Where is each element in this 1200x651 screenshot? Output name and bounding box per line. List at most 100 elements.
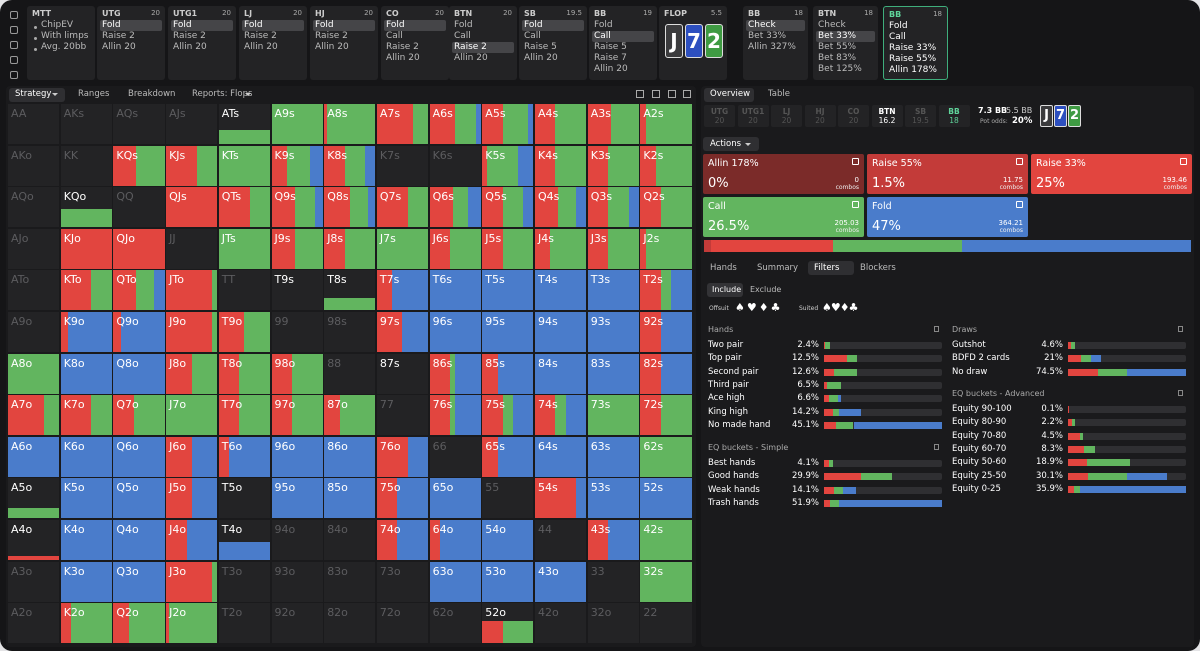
hand-cell[interactable]: K8s xyxy=(324,145,376,186)
hand-cell[interactable]: 74o xyxy=(376,520,429,561)
action-option[interactable]: Raise 7 xyxy=(594,53,627,63)
hand-cell[interactable]: K5o xyxy=(60,478,112,519)
hand-cell[interactable]: 32s xyxy=(640,561,692,602)
hand-cell[interactable]: 62s xyxy=(640,436,692,477)
hand-cell[interactable]: 76s xyxy=(429,395,481,436)
hand-cell[interactable]: 43o xyxy=(535,561,587,602)
action-option[interactable]: Bet 33% xyxy=(818,31,857,41)
hand-cell[interactable]: T9o xyxy=(218,312,270,353)
hand-cell[interactable]: J8o xyxy=(166,353,218,394)
action-option[interactable]: Raise 2 xyxy=(386,42,419,52)
hand-cell[interactable]: J6o xyxy=(166,436,218,477)
hand-cell[interactable]: T4o xyxy=(218,520,270,561)
action-option[interactable]: Fold xyxy=(244,20,263,30)
left-tab[interactable]: Reports: Flops xyxy=(192,89,253,99)
hand-cell[interactable]: 42s xyxy=(640,520,692,561)
hand-cell[interactable]: K7s xyxy=(376,145,429,186)
hand-cell[interactable]: J5o xyxy=(166,478,218,519)
node-column[interactable]: LJ 20 Fold Raise 2 Allin 20 xyxy=(239,6,307,80)
hand-cell[interactable]: 53s xyxy=(587,478,639,519)
hand-cell[interactable]: Q6o xyxy=(113,436,165,477)
hand-cell[interactable]: J9s xyxy=(271,228,323,269)
hand-cell[interactable]: 97o xyxy=(271,395,323,436)
hand-cell[interactable]: JTo xyxy=(166,270,218,311)
hand-cell[interactable]: 62o xyxy=(429,603,481,644)
hand-cell[interactable]: 92o xyxy=(271,603,323,644)
hand-cell[interactable]: 75s xyxy=(482,395,534,436)
node-column[interactable]: FLOP 5.5 J 7 2 xyxy=(659,6,727,80)
hand-cell[interactable]: A4s xyxy=(535,104,587,145)
action-option[interactable]: Call xyxy=(454,31,471,41)
action-option[interactable]: Allin 327% xyxy=(748,42,796,52)
hand-cell[interactable]: 86s xyxy=(429,353,481,394)
hand-cell[interactable]: 72o xyxy=(376,603,429,644)
hand-cell[interactable]: AQs xyxy=(113,104,165,145)
hand-cell[interactable]: KJs xyxy=(166,145,218,186)
action-option[interactable]: Fold xyxy=(524,20,543,30)
hand-cell[interactable]: Q9o xyxy=(113,312,165,353)
action-option[interactable]: Allin 20 xyxy=(315,42,349,52)
action-option[interactable]: Allin 20 xyxy=(173,42,207,52)
action-option[interactable]: Bet 33% xyxy=(748,31,787,41)
hand-cell[interactable]: 73s xyxy=(587,395,639,436)
filter-mode[interactable]: Include xyxy=(712,285,742,294)
hand-cell[interactable]: 65s xyxy=(482,436,534,477)
hand-cell[interactable]: K3o xyxy=(60,561,112,602)
right-tab[interactable]: Table xyxy=(768,89,790,99)
side-icon[interactable] xyxy=(10,71,18,79)
hand-cell[interactable]: T3s xyxy=(587,270,639,311)
hand-cell[interactable]: 74s xyxy=(535,395,587,436)
action-option[interactable]: Fold xyxy=(386,20,405,30)
hand-cell[interactable]: 98o xyxy=(271,353,323,394)
node-column[interactable]: CO 20 Fold Call Raise 2 Allin 20 xyxy=(381,6,449,80)
hand-cell[interactable]: 42o xyxy=(535,603,587,644)
hand-cell[interactable]: KJo xyxy=(60,228,112,269)
action-option[interactable]: Fold xyxy=(454,20,473,30)
hand-cell[interactable]: 54s xyxy=(535,478,587,519)
hand-cell[interactable]: 87s xyxy=(376,353,429,394)
node-column[interactable]: BTN 18 Check Bet 33% Bet 55% Bet 83% Bet 125% xyxy=(813,6,878,80)
action-option[interactable]: Check xyxy=(818,20,846,30)
hand-cell[interactable]: J4o xyxy=(166,520,218,561)
hand-cell[interactable]: 94o xyxy=(271,520,323,561)
hand-cell[interactable]: KK xyxy=(60,145,112,186)
action-option[interactable]: Raise 2 xyxy=(244,31,277,41)
hand-cell[interactable]: 99 xyxy=(271,312,323,353)
hand-cell[interactable]: Q2o xyxy=(113,603,165,644)
hand-cell[interactable]: 97s xyxy=(376,312,429,353)
action-option[interactable]: Fold xyxy=(889,21,908,31)
hand-cell[interactable]: K6s xyxy=(429,145,481,186)
hand-cell[interactable]: J5s xyxy=(482,228,534,269)
hand-cell[interactable]: QJo xyxy=(113,228,165,269)
action-option[interactable]: Raise 55% xyxy=(889,54,937,64)
hand-cell[interactable]: T7o xyxy=(218,395,270,436)
hand-cell[interactable]: TT xyxy=(218,270,270,311)
action-option[interactable]: Check xyxy=(748,20,776,30)
hand-cell[interactable]: 85o xyxy=(324,478,376,519)
hand-cell[interactable]: Q8o xyxy=(113,353,165,394)
hand-cell[interactable]: Q7s xyxy=(376,187,429,228)
hand-cell[interactable]: T8o xyxy=(218,353,270,394)
hand-cell[interactable]: J2o xyxy=(166,603,218,644)
hand-cell[interactable]: Q8s xyxy=(324,187,376,228)
hand-cell[interactable]: T6o xyxy=(218,436,270,477)
hand-cell[interactable]: J7s xyxy=(376,228,429,269)
hand-cell[interactable]: K6o xyxy=(60,436,112,477)
action-option[interactable]: Allin 20 xyxy=(102,42,136,52)
hand-cell[interactable]: 55 xyxy=(482,478,534,519)
hand-cell[interactable]: T2o xyxy=(218,603,270,644)
hand-cell[interactable]: A8o xyxy=(8,353,60,394)
hand-cell[interactable]: 82o xyxy=(324,603,376,644)
left-tab[interactable]: Ranges xyxy=(78,89,110,99)
hand-cell[interactable]: QQ xyxy=(113,187,165,228)
view-toggle[interactable] xyxy=(683,90,691,98)
suit-icons[interactable]: ♠♥♦♣ xyxy=(822,301,858,314)
hand-cell[interactable]: Q4s xyxy=(535,187,587,228)
hand-cell[interactable]: K4s xyxy=(535,145,587,186)
hand-cell[interactable]: 43s xyxy=(587,520,639,561)
hand-cell[interactable]: J3s xyxy=(587,228,639,269)
action-option[interactable]: Fold xyxy=(594,20,613,30)
hand-cell[interactable]: 85s xyxy=(482,353,534,394)
hand-cell[interactable]: Q2s xyxy=(640,187,692,228)
hand-cell[interactable]: Q4o xyxy=(113,520,165,561)
